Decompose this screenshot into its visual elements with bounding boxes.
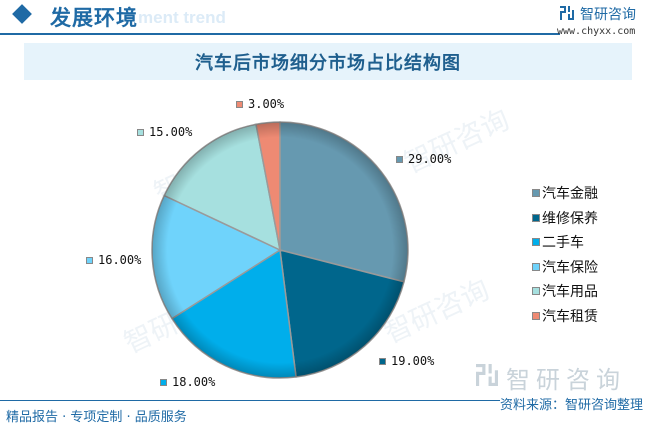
legend-marker-icon [532, 238, 540, 247]
legend-item: 二手车 [532, 230, 598, 255]
legend-marker-icon [86, 256, 93, 264]
data-label-value: 29.00% [408, 152, 452, 166]
data-label: 29.00% [396, 152, 451, 166]
section-title: 发展环境 [50, 6, 138, 30]
data-label: 18.00% [160, 375, 215, 389]
data-label-value: 15.00% [149, 125, 193, 139]
footer-slogan: 精品报告 · 专项定制 · 品质服务 [6, 410, 187, 425]
legend-marker-icon [532, 262, 540, 271]
legend-label: 汽车保险 [542, 259, 598, 276]
legend-marker-icon [396, 155, 403, 163]
legend-item: 汽车保险 [532, 255, 598, 280]
legend-label: 汽车用品 [542, 284, 598, 301]
footer-source: 资料来源：智研咨询整理 [500, 398, 644, 413]
data-label-value: 3.00% [248, 97, 285, 111]
legend-item: 汽车租赁 [532, 304, 598, 329]
section-header: ment trend 发展环境 [0, 0, 656, 36]
data-label-value: 16.00% [98, 253, 142, 267]
legend-marker-icon [532, 287, 540, 296]
footer-divider [0, 400, 500, 401]
data-label: 15.00% [137, 125, 192, 139]
chart-title: 汽车后市场细分市场占比结构图 [195, 53, 461, 74]
chyxx-logo-icon [560, 6, 574, 20]
chart-legend: 汽车金融维修保养二手车汽车保险汽车用品汽车租赁 [532, 181, 598, 328]
header-ghost-text: ment trend [138, 8, 226, 27]
chyxx-watermark-logo-icon [476, 364, 498, 386]
legend-item: 维修保养 [532, 206, 598, 231]
watermark-brand: 智研咨询 [506, 366, 626, 394]
legend-marker-icon [236, 100, 243, 108]
data-label-value: 19.00% [391, 354, 435, 368]
legend-label: 维修保养 [542, 210, 598, 227]
legend-item: 汽车金融 [532, 181, 598, 206]
legend-label: 汽车租赁 [542, 308, 598, 325]
brand-url: www.chyxx.com [557, 26, 636, 37]
legend-marker-icon [160, 378, 167, 386]
legend-label: 二手车 [542, 235, 584, 252]
data-label: 16.00% [86, 253, 141, 267]
data-label-value: 18.00% [172, 375, 216, 389]
header-divider [0, 33, 560, 35]
legend-label: 汽车金融 [542, 186, 598, 203]
legend-marker-icon [379, 357, 386, 365]
legend-item: 汽车用品 [532, 279, 598, 304]
pie-shading [152, 122, 408, 378]
data-label: 19.00% [379, 354, 434, 368]
legend-marker-icon [532, 213, 540, 222]
chart-title-bar: 汽车后市场细分市场占比结构图 [24, 43, 632, 80]
brand-name: 智研咨询 [580, 7, 636, 23]
data-label: 3.00% [236, 97, 284, 111]
legend-marker-icon [137, 128, 144, 136]
legend-marker-icon [532, 189, 540, 198]
legend-marker-icon [532, 311, 540, 320]
